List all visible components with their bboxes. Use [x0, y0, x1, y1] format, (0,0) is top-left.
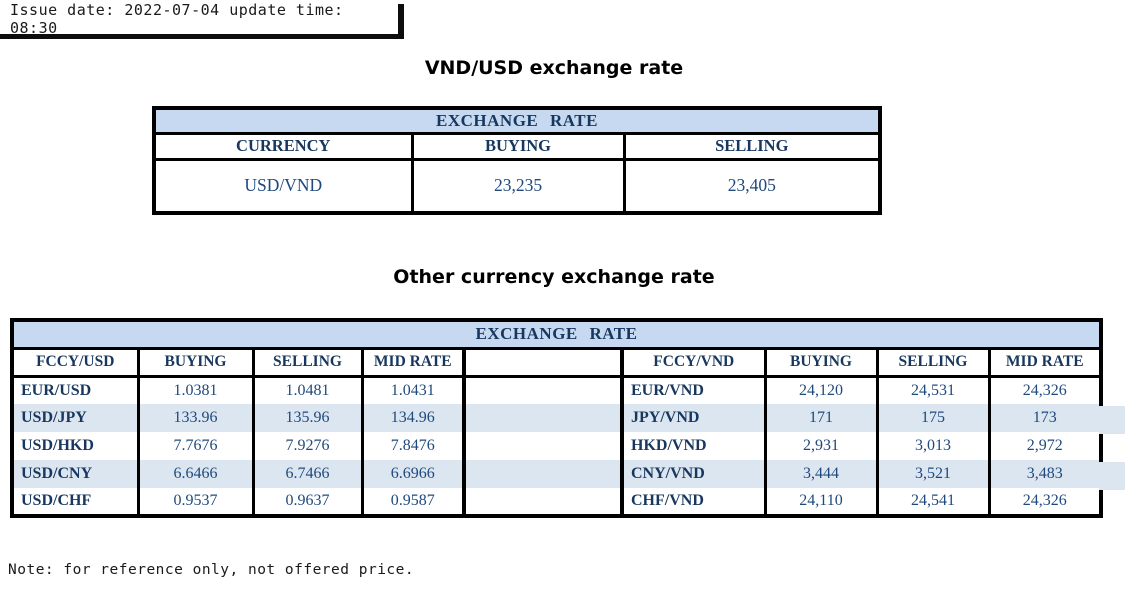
currency-pair-cell: CHF/VND [620, 488, 767, 518]
selling-rate-cell: 6.7466 [251, 460, 364, 488]
column-header-buying: BUYING [136, 346, 255, 378]
selling-rate-cell: 1.0481 [251, 376, 364, 404]
currency-pair-cell: HKD/VND [620, 432, 767, 460]
selling-rate-cell: 135.96 [251, 404, 364, 432]
selling-rate-cell: 3,013 [875, 432, 991, 460]
mid-rate-cell: 134.96 [360, 404, 466, 432]
table-header: EXCHANGE RATE [10, 318, 1103, 350]
currency-pair-cell: JPY/VND [620, 404, 767, 432]
currency-pair-cell: USD/HKD [10, 432, 140, 460]
selling-rate-cell: 0.9637 [251, 488, 364, 518]
column-header-mid-rate: MID RATE [360, 346, 466, 378]
column-header-selling: SELLING [251, 346, 364, 378]
currency-pair-cell: USD/JPY [10, 404, 140, 432]
issue-date-box: Issue date: 2022-07-04 update time: 08:3… [0, 1, 404, 39]
buying-rate-cell: 7.7676 [136, 432, 255, 460]
mid-rate-cell: 3,483 [987, 460, 1103, 488]
currency-pair-cell: USD/CNY [10, 460, 140, 488]
buying-rate-cell: 3,444 [763, 460, 879, 488]
selling-rate-cell: 24,541 [875, 488, 991, 518]
spacer-cell [462, 404, 624, 432]
selling-rate-cell: 7.9276 [251, 432, 364, 460]
table-row: USD/VND 23,235 23,405 [152, 157, 882, 215]
selling-rate-cell: 175 [875, 404, 991, 432]
table-row: USD/HKD 7.7676 7.9276 7.8476 HKD/VND 2,9… [10, 432, 1103, 460]
currency-pair-cell: EUR/USD [10, 376, 140, 404]
spacer-cell [462, 460, 624, 488]
column-header-fccy-usd: FCCY/USD [10, 346, 140, 378]
column-header-buying: BUYING [410, 131, 626, 161]
stripe-overflow [1099, 462, 1125, 490]
column-header-selling: SELLING [875, 346, 991, 378]
currency-pair-cell: USD/VND [152, 157, 414, 215]
spacer-cell [462, 346, 624, 378]
spacer-cell [462, 376, 624, 404]
vnd-usd-section-title: VND/USD exchange rate [424, 57, 684, 79]
spacer-cell [462, 488, 624, 518]
buying-rate-cell: 6.6466 [136, 460, 255, 488]
mid-rate-cell: 24,326 [987, 376, 1103, 404]
buying-rate-cell: 0.9537 [136, 488, 255, 518]
footer-note: Note: for reference only, not offered pr… [8, 562, 415, 578]
column-header-fccy-vnd: FCCY/VND [620, 346, 767, 378]
mid-rate-cell: 1.0431 [360, 376, 466, 404]
mid-rate-cell: 2,972 [987, 432, 1103, 460]
selling-rate-cell: 24,531 [875, 376, 991, 404]
column-header-selling: SELLING [622, 131, 882, 161]
issue-date-text: Issue date: 2022-07-04 update time: 08:3… [10, 1, 344, 37]
other-currency-section-title: Other currency exchange rate [393, 266, 715, 288]
mid-rate-cell: 0.9587 [360, 488, 466, 518]
selling-rate-cell: 3,521 [875, 460, 991, 488]
buying-rate-cell: 1.0381 [136, 376, 255, 404]
buying-rate-cell: 24,120 [763, 376, 879, 404]
buying-rate-cell: 2,931 [763, 432, 879, 460]
buying-rate-cell: 133.96 [136, 404, 255, 432]
column-header-mid-rate: MID RATE [987, 346, 1103, 378]
spacer-cell [462, 432, 624, 460]
column-header-buying: BUYING [763, 346, 879, 378]
table-row: USD/JPY 133.96 135.96 134.96 JPY/VND 171… [10, 404, 1103, 432]
table-header: EXCHANGE RATE [152, 106, 882, 135]
column-header-currency: CURRENCY [152, 131, 414, 161]
buying-rate-cell: 171 [763, 404, 879, 432]
other-currency-rate-table: EXCHANGE RATE FCCY/USD BUYING SELLING MI… [10, 318, 1104, 518]
buying-rate-cell: 23,235 [410, 157, 626, 215]
table-row: USD/CHF 0.9537 0.9637 0.9587 CHF/VND 24,… [10, 488, 1103, 518]
mid-rate-cell: 6.6966 [360, 460, 466, 488]
currency-pair-cell: USD/CHF [10, 488, 140, 518]
mid-rate-cell: 7.8476 [360, 432, 466, 460]
mid-rate-cell: 24,326 [987, 488, 1103, 518]
buying-rate-cell: 24,110 [763, 488, 879, 518]
vnd-usd-rate-table: EXCHANGE RATE CURRENCY BUYING SELLING US… [152, 106, 883, 215]
mid-rate-cell: 173 [987, 404, 1103, 432]
currency-pair-cell: CNY/VND [620, 460, 767, 488]
selling-rate-cell: 23,405 [622, 157, 882, 215]
currency-pair-cell: EUR/VND [620, 376, 767, 404]
table-row: USD/CNY 6.6466 6.7466 6.6966 CNY/VND 3,4… [10, 460, 1103, 488]
table-row: EUR/USD 1.0381 1.0481 1.0431 EUR/VND 24,… [10, 376, 1103, 404]
stripe-overflow [1099, 406, 1125, 434]
